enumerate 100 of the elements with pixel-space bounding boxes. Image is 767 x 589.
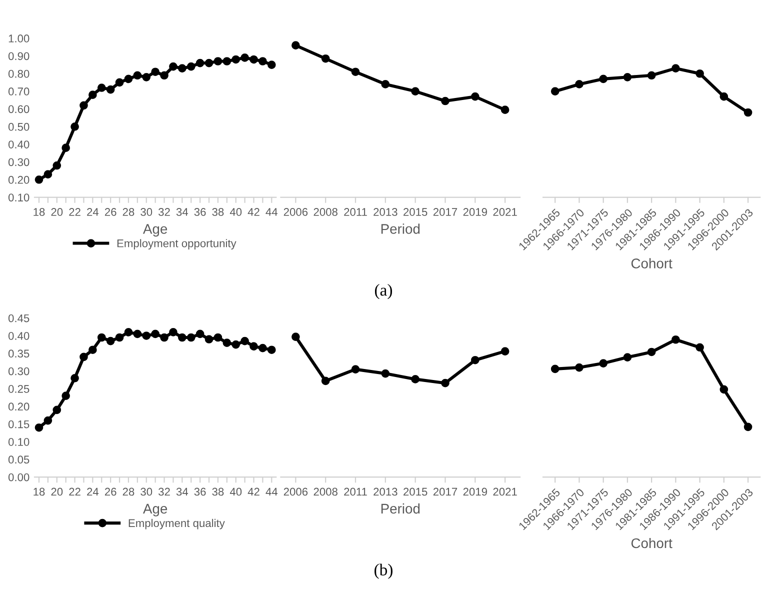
point bbox=[575, 80, 584, 88]
y-tick-label: 0.40 bbox=[8, 332, 30, 340]
point bbox=[124, 74, 133, 84]
x-tick-label: 26 bbox=[104, 488, 116, 496]
y-tick-label: 0.45 bbox=[8, 314, 30, 322]
point bbox=[214, 333, 222, 342]
point bbox=[411, 87, 420, 96]
point bbox=[623, 353, 632, 362]
point bbox=[214, 57, 222, 66]
x-tick-label: 36 bbox=[194, 208, 206, 216]
point bbox=[97, 84, 106, 92]
point bbox=[575, 363, 584, 372]
point bbox=[88, 346, 97, 354]
point bbox=[115, 78, 124, 87]
point bbox=[178, 333, 186, 342]
point bbox=[381, 369, 390, 378]
x-tick-label: 44 bbox=[266, 208, 278, 216]
point bbox=[133, 330, 142, 338]
point bbox=[151, 330, 160, 338]
point bbox=[292, 41, 300, 50]
x-tick-label: 42 bbox=[248, 488, 260, 496]
point bbox=[204, 335, 214, 344]
x-tick-label: 2015 bbox=[404, 488, 428, 496]
point bbox=[62, 144, 70, 152]
point bbox=[133, 71, 142, 80]
x-tick-label: 36 bbox=[194, 488, 206, 496]
x-tick-label: 2011 bbox=[344, 208, 367, 216]
point bbox=[160, 71, 168, 80]
x-axis-title: Age bbox=[142, 224, 168, 237]
point bbox=[647, 348, 656, 356]
x-tick-label: 2013 bbox=[374, 208, 398, 216]
point bbox=[44, 416, 52, 425]
point bbox=[196, 58, 204, 68]
point bbox=[52, 406, 62, 414]
x-tick-label: 24 bbox=[87, 488, 99, 496]
point bbox=[196, 330, 204, 338]
x-tick-label: 34 bbox=[176, 488, 188, 496]
x-tick-label: 24 bbox=[87, 208, 99, 216]
point bbox=[441, 378, 450, 388]
point bbox=[169, 62, 178, 71]
point bbox=[720, 385, 728, 394]
x-tick-label: 34 bbox=[176, 208, 188, 216]
point bbox=[80, 101, 88, 110]
point bbox=[250, 342, 258, 350]
point bbox=[550, 364, 560, 374]
point bbox=[34, 175, 44, 184]
x-tick-label: 18 bbox=[34, 488, 45, 496]
point bbox=[623, 72, 632, 82]
y-tick-label: 0.50 bbox=[8, 122, 30, 131]
x-axis-title: Period bbox=[381, 224, 420, 234]
point bbox=[321, 54, 330, 63]
x-axis-title: Age bbox=[142, 504, 168, 516]
x-tick-label: 2021 bbox=[493, 488, 517, 496]
x-axis-title: Cohort bbox=[631, 538, 672, 548]
point bbox=[672, 335, 680, 344]
y-tick-label: 0.20 bbox=[8, 176, 30, 184]
x-tick-label: 2011 bbox=[344, 488, 367, 496]
point bbox=[70, 122, 79, 131]
y-tick-label: 1.00 bbox=[8, 34, 30, 42]
x-tick-label: 40 bbox=[230, 208, 242, 216]
point bbox=[186, 62, 196, 71]
point bbox=[186, 333, 196, 342]
point bbox=[321, 376, 330, 386]
legend-label: Employment opportunity bbox=[117, 239, 236, 250]
point bbox=[169, 328, 178, 336]
point bbox=[151, 68, 160, 76]
point bbox=[250, 55, 258, 64]
x-tick-label: 32 bbox=[158, 488, 170, 496]
point bbox=[204, 58, 214, 68]
point bbox=[240, 54, 249, 62]
y-tick-label: 0.10 bbox=[8, 438, 30, 446]
y-tick-label: 0.15 bbox=[8, 420, 30, 428]
point bbox=[258, 344, 267, 352]
point bbox=[106, 336, 115, 346]
x-tick-label: 2006 bbox=[284, 208, 308, 216]
y-tick-label: 0.40 bbox=[8, 140, 30, 148]
x-tick-label: 2006 bbox=[284, 488, 308, 496]
x-tick-label: 22 bbox=[69, 488, 80, 496]
point bbox=[470, 356, 480, 364]
point bbox=[696, 343, 704, 352]
point bbox=[222, 338, 232, 347]
point bbox=[142, 332, 151, 340]
x-tick-label: 28 bbox=[122, 488, 134, 496]
x-tick-label: 22 bbox=[69, 208, 80, 216]
y-tick-label: 0.00 bbox=[8, 473, 30, 482]
point bbox=[744, 422, 752, 432]
point bbox=[44, 170, 52, 179]
y-tick-label: 0.05 bbox=[8, 456, 30, 464]
point bbox=[62, 392, 70, 400]
y-tick-label: 0.30 bbox=[8, 367, 30, 376]
y-tick-label: 0.35 bbox=[8, 350, 30, 358]
x-axis-title: Cohort bbox=[631, 258, 672, 268]
point bbox=[672, 64, 680, 72]
point bbox=[647, 71, 656, 80]
point bbox=[411, 375, 420, 384]
point bbox=[470, 92, 480, 101]
point bbox=[267, 60, 276, 69]
point bbox=[258, 57, 267, 66]
point bbox=[160, 333, 168, 342]
x-tick-label: 40 bbox=[230, 488, 242, 496]
